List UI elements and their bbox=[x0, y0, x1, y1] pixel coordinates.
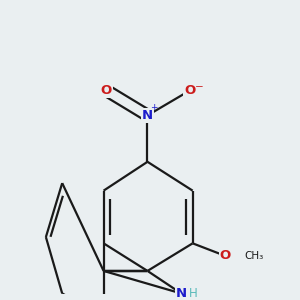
Text: O: O bbox=[184, 84, 196, 97]
Text: N: N bbox=[142, 109, 153, 122]
Text: +: + bbox=[151, 103, 158, 112]
Text: N: N bbox=[176, 287, 187, 300]
Text: O: O bbox=[100, 84, 112, 97]
Text: O: O bbox=[220, 249, 231, 262]
Text: −: − bbox=[195, 82, 204, 92]
Text: H: H bbox=[189, 287, 198, 300]
Text: CH₃: CH₃ bbox=[244, 251, 263, 261]
